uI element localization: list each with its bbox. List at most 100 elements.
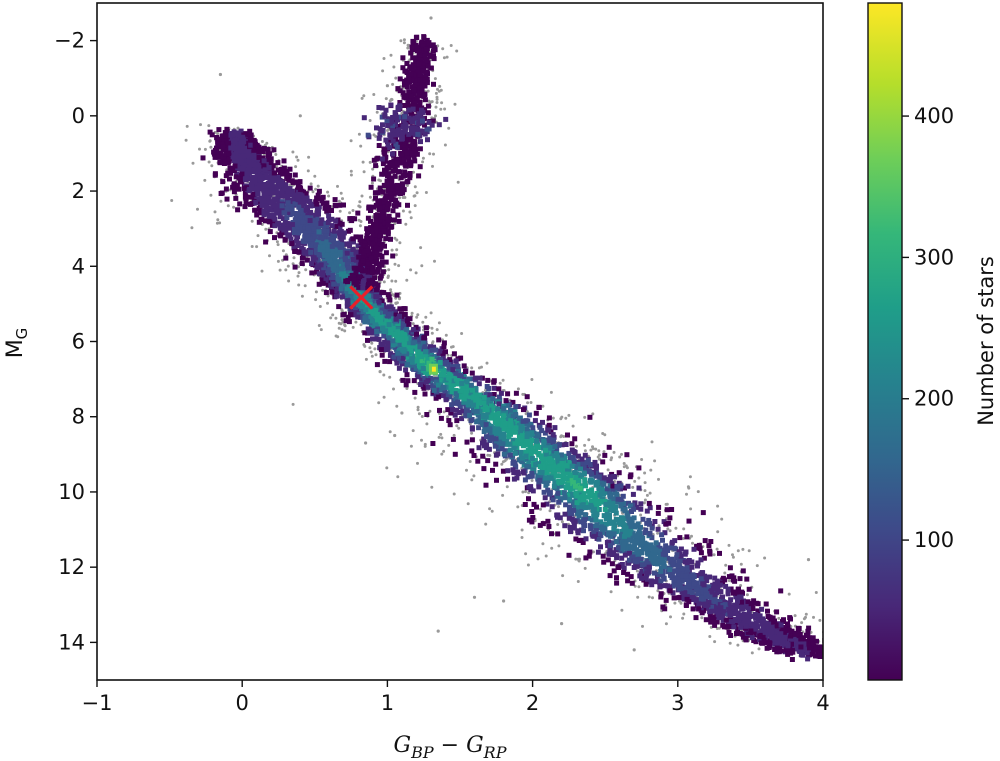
scatter-point (375, 110, 379, 114)
scatter-point (498, 381, 502, 385)
density-bin (518, 429, 523, 435)
scatter-point (622, 462, 626, 465)
density-bin (469, 370, 475, 376)
density-bin (410, 336, 416, 342)
density-bin (720, 594, 725, 600)
density-bin (602, 499, 608, 504)
scatter-point (358, 200, 362, 204)
scatter-point (745, 593, 749, 597)
density-bin (419, 376, 425, 382)
scatter-point (436, 44, 440, 48)
density-bin (556, 442, 562, 448)
density-bin (238, 128, 244, 134)
density-bin (688, 577, 694, 583)
scatter-point (364, 441, 368, 445)
scatter-point (208, 139, 212, 143)
density-bin (491, 392, 497, 397)
density-bin (491, 385, 497, 391)
density-bin (661, 575, 667, 581)
scatter-point (250, 245, 254, 248)
density-bin (525, 418, 531, 424)
density-bin (681, 596, 687, 602)
scatter-point (439, 107, 443, 111)
density-bin (528, 421, 534, 427)
scatter-point (326, 190, 330, 194)
scatter-point (415, 191, 419, 195)
scatter-point (679, 601, 683, 605)
scatter-point (750, 651, 754, 655)
density-bin (215, 139, 221, 145)
scatter-point (720, 517, 724, 521)
scatter-point (445, 55, 449, 59)
density-bin (560, 471, 566, 477)
density-bin (673, 582, 679, 588)
density-bin (275, 190, 281, 196)
density-bin (536, 480, 542, 486)
density-bin (752, 612, 758, 617)
density-bin (525, 474, 531, 480)
density-bin (506, 433, 512, 439)
density-bin (394, 292, 400, 298)
density-bin (526, 464, 531, 470)
scatter-point (408, 210, 412, 214)
density-bin (349, 294, 355, 300)
density-bin (576, 538, 582, 543)
density-bin (621, 501, 627, 506)
scatter-point (689, 507, 693, 511)
scatter-point (651, 596, 654, 600)
density-bin (662, 530, 668, 536)
scatter-point (470, 366, 474, 370)
density-bin (722, 577, 728, 583)
density-bin (358, 246, 364, 252)
scatter-point (411, 322, 415, 326)
density-bin (736, 586, 741, 592)
density-bin (726, 629, 732, 635)
density-bin (600, 459, 606, 465)
scatter-point (439, 432, 443, 436)
scatter-point (286, 264, 290, 268)
scatter-point (657, 477, 660, 481)
scatter-point (606, 468, 610, 472)
scatter-point (256, 234, 260, 238)
density-bin (714, 619, 720, 625)
scatter-point (226, 204, 230, 208)
scatter-point (635, 569, 639, 573)
scatter-point (687, 486, 691, 490)
scatter-point (360, 96, 364, 100)
density-bin (680, 573, 686, 579)
density-bin (214, 135, 220, 140)
scatter-point (440, 436, 444, 440)
density-bin (337, 225, 343, 231)
density-bin (606, 444, 612, 450)
scatter-point (844, 654, 847, 657)
density-bin (285, 210, 291, 215)
scatter-point (443, 143, 447, 147)
density-bin (329, 223, 335, 229)
scatter-point (297, 271, 301, 275)
scatter-point (612, 450, 616, 454)
scatter-point (298, 114, 302, 118)
scatter-point (587, 438, 591, 442)
density-bin (446, 381, 451, 387)
scatter-point (834, 654, 837, 657)
scatter-point (392, 387, 395, 391)
scatter-point (633, 479, 637, 483)
density-bin (234, 182, 240, 188)
density-bin (304, 257, 310, 263)
density-bin (646, 517, 652, 523)
scatter-point (361, 160, 365, 164)
scatter-point (591, 412, 595, 416)
scatter-point (398, 196, 401, 200)
scatter-point (505, 485, 509, 489)
scatter-point (567, 413, 571, 417)
density-bin (300, 206, 306, 212)
scatter-point (421, 160, 425, 164)
density-bin (529, 509, 535, 514)
density-bin (299, 245, 305, 251)
scatter-point (574, 557, 578, 561)
density-bin (324, 200, 330, 206)
scatter-point (451, 345, 455, 349)
scatter-point (465, 468, 468, 472)
scatter-point (296, 274, 300, 278)
scatter-point (455, 49, 459, 53)
